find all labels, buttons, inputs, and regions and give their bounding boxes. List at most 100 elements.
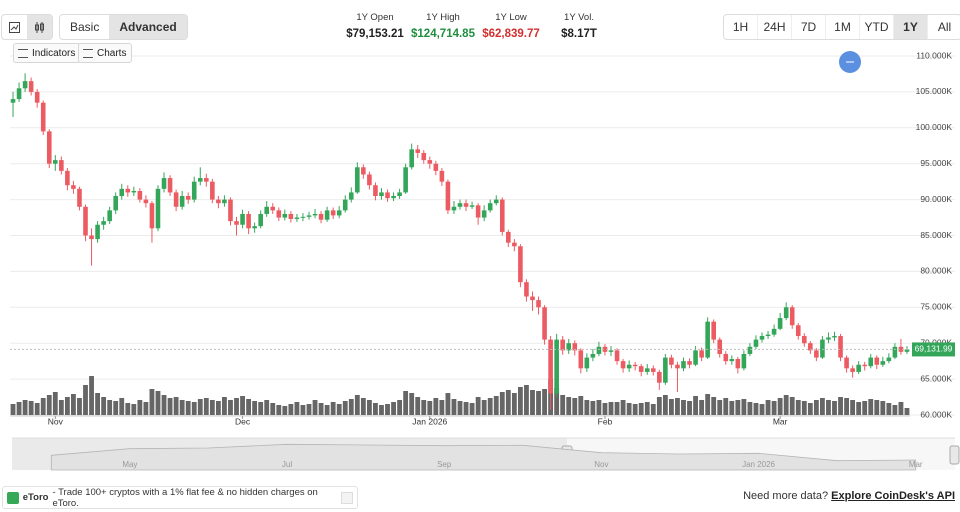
range-button[interactable]: 1H <box>732 20 749 34</box>
ad-text: - Trade 100+ cryptos with a 1% flat fee … <box>52 486 318 509</box>
candle-body <box>288 213 294 219</box>
volume-bar <box>318 403 324 415</box>
candle-body <box>826 337 831 340</box>
volume-bar <box>505 390 511 415</box>
volume-bar <box>366 400 372 415</box>
volume-bar <box>10 404 16 415</box>
candle-body <box>210 181 215 200</box>
candle-body <box>904 349 910 352</box>
volume-bar <box>324 405 330 415</box>
volume-bar <box>312 400 318 415</box>
volume-bar <box>433 398 439 415</box>
candle-chart-button[interactable] <box>27 15 52 39</box>
candle-body <box>89 235 94 240</box>
range-button[interactable]: 24H <box>757 15 791 39</box>
candle-body <box>644 368 650 372</box>
candle-body <box>415 149 421 153</box>
candle-body <box>518 246 523 283</box>
volume-bar <box>656 397 662 415</box>
volume-bar <box>28 401 34 415</box>
stat-label: 1Y Open <box>356 12 394 23</box>
volume-bar <box>415 397 421 415</box>
ad-close[interactable] <box>341 491 353 504</box>
volume-bar <box>662 395 668 415</box>
volume-bar <box>566 397 572 415</box>
candle-body <box>705 321 710 358</box>
tool-button[interactable]: Indicators <box>13 43 82 63</box>
volume-bar <box>880 401 886 415</box>
range-button[interactable]: 1M <box>825 15 859 39</box>
range-button[interactable]: 1Y <box>893 15 927 39</box>
stat-value: $62,839.77 <box>482 28 540 40</box>
volume-bar <box>258 402 264 415</box>
volume-bar <box>644 402 650 415</box>
volume-bar <box>107 400 113 415</box>
candle-body <box>167 178 173 193</box>
volume-bar <box>282 406 288 415</box>
volume-bar <box>517 387 523 415</box>
volume-bar <box>348 399 354 415</box>
candle-body <box>161 178 167 189</box>
volume-bar <box>385 404 390 415</box>
candle-body <box>506 231 511 243</box>
volume-bar <box>149 389 155 415</box>
tool-button[interactable]: Charts <box>78 43 133 63</box>
stat-label: 1Y High <box>426 12 460 23</box>
candle-body <box>427 160 433 164</box>
candle-body <box>832 336 837 338</box>
volume-bar <box>693 396 698 415</box>
volume-bar <box>445 393 451 415</box>
ad-banner[interactable]: eToro - Trade 100+ cryptos with a 1% fla… <box>2 486 358 509</box>
volume-bar <box>524 385 529 415</box>
candle-body <box>173 192 179 207</box>
volume-bar <box>795 400 801 415</box>
mode-button[interactable]: Advanced <box>109 15 187 39</box>
line-chart-button[interactable] <box>2 15 27 39</box>
volume-bar <box>234 398 239 415</box>
ad-logo <box>7 491 19 504</box>
volume-bar <box>246 399 252 415</box>
volume-bar <box>427 401 433 415</box>
candle-body <box>397 192 402 197</box>
range-button[interactable]: All <box>927 15 960 39</box>
navigator-handle[interactable] <box>949 445 960 465</box>
api-link[interactable]: Explore CoinDesk's API <box>831 490 955 502</box>
volume-bar <box>77 398 82 415</box>
volume-bar <box>276 405 282 415</box>
volume-bar <box>143 402 149 415</box>
candle-body <box>675 364 680 369</box>
candle-body <box>373 185 378 197</box>
candle-body <box>669 357 674 365</box>
candle-body <box>789 307 795 326</box>
candle-body <box>107 210 112 222</box>
volume-bar <box>813 400 819 415</box>
mode-button[interactable]: Basic <box>70 20 100 34</box>
volume-bar <box>711 397 717 415</box>
candle-body <box>179 196 185 207</box>
range-button[interactable]: YTD <box>859 15 893 39</box>
volume-bar <box>687 401 692 415</box>
candle-body <box>216 199 221 204</box>
y-tick-label: 60.000K <box>920 409 952 419</box>
volume-bar <box>179 400 185 415</box>
volume-bar <box>167 398 173 415</box>
candle-body <box>445 181 451 211</box>
candle-body <box>46 131 52 164</box>
volume-bar <box>783 395 789 415</box>
candle-body <box>22 81 28 89</box>
candle-body <box>650 368 656 372</box>
candle-body <box>137 190 143 200</box>
volume-bar <box>451 399 457 415</box>
range-button[interactable]: 7D <box>791 15 825 39</box>
volume-bar <box>300 405 306 415</box>
candle-body <box>361 167 366 175</box>
volume-bar <box>64 397 70 415</box>
x-tick-label: Jan 2026 <box>412 416 447 426</box>
volume-bar <box>294 402 300 415</box>
y-tick-label: 105.000K <box>916 86 953 96</box>
stat-label: 1Y Vol. <box>564 12 594 23</box>
y-tick-label: 110.000K <box>916 50 952 60</box>
volume-bar <box>34 403 40 415</box>
volume-bar <box>499 392 505 415</box>
volume-bar <box>58 400 64 415</box>
